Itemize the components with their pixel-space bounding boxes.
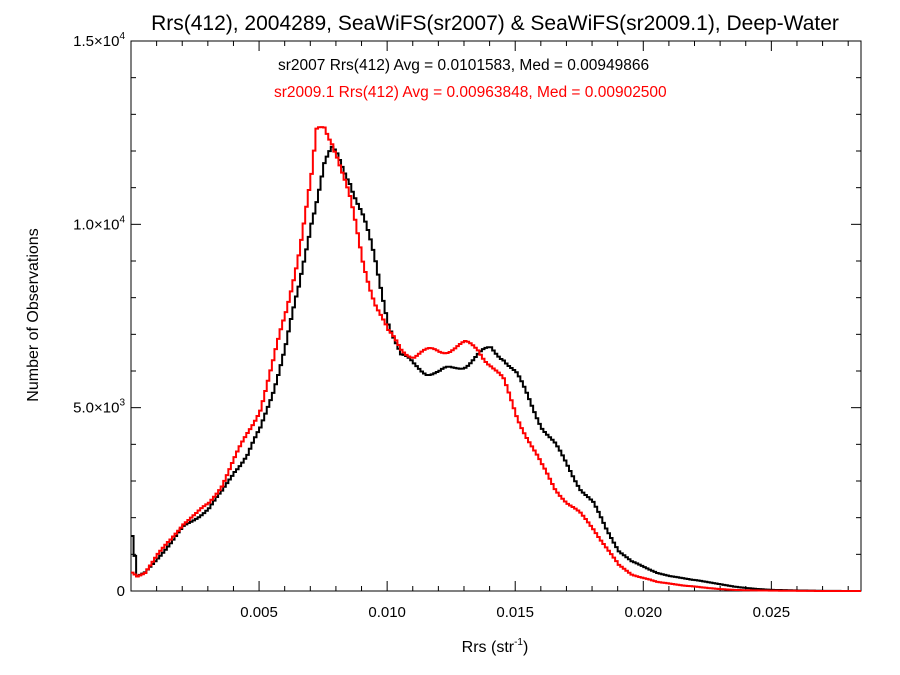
annotation-sr2007: sr2007 Rrs(412) Avg = 0.0101583, Med = 0… — [278, 57, 649, 74]
x-axis-label-exponent: -1 — [514, 637, 523, 648]
chart-title: Rrs(412), 2004289, SeaWiFS(sr2007) & Sea… — [151, 12, 839, 35]
x-tick-label: 0.015 — [496, 604, 534, 621]
x-axis: 0.005 0.010 0.015 0.020 0.025 — [156, 41, 849, 621]
x-axis-label-tail: ) — [523, 639, 528, 656]
x-axis-label: Rrs (str-1) — [462, 637, 529, 656]
annotation-sr2009: sr2009.1 Rrs(412) Avg = 0.00963848, Med … — [274, 84, 667, 101]
x-tick-label: 0.020 — [625, 604, 663, 621]
y-tick-label: 5.0×103 — [73, 398, 125, 417]
y-tick-label: 0 — [117, 583, 125, 600]
x-axis-label-main: Rrs (str — [462, 639, 515, 656]
x-tick-label: 0.005 — [240, 604, 278, 621]
series-layer — [131, 126, 861, 592]
series-sr2007-line — [131, 145, 861, 592]
y-axis-label: Number of Observations — [25, 228, 42, 401]
plot-frame — [130, 40, 862, 592]
y-tick-label: 1.0×104 — [73, 214, 125, 233]
y-tick-label: 1.5×104 — [73, 31, 125, 50]
x-tick-label: 0.010 — [368, 604, 406, 621]
plot-border — [130, 40, 862, 592]
x-tick-label: 0.025 — [753, 604, 791, 621]
y-axis: 0 5.0×103 1.0×104 1.5×104 — [73, 31, 861, 600]
series-sr2009-line — [131, 126, 861, 592]
